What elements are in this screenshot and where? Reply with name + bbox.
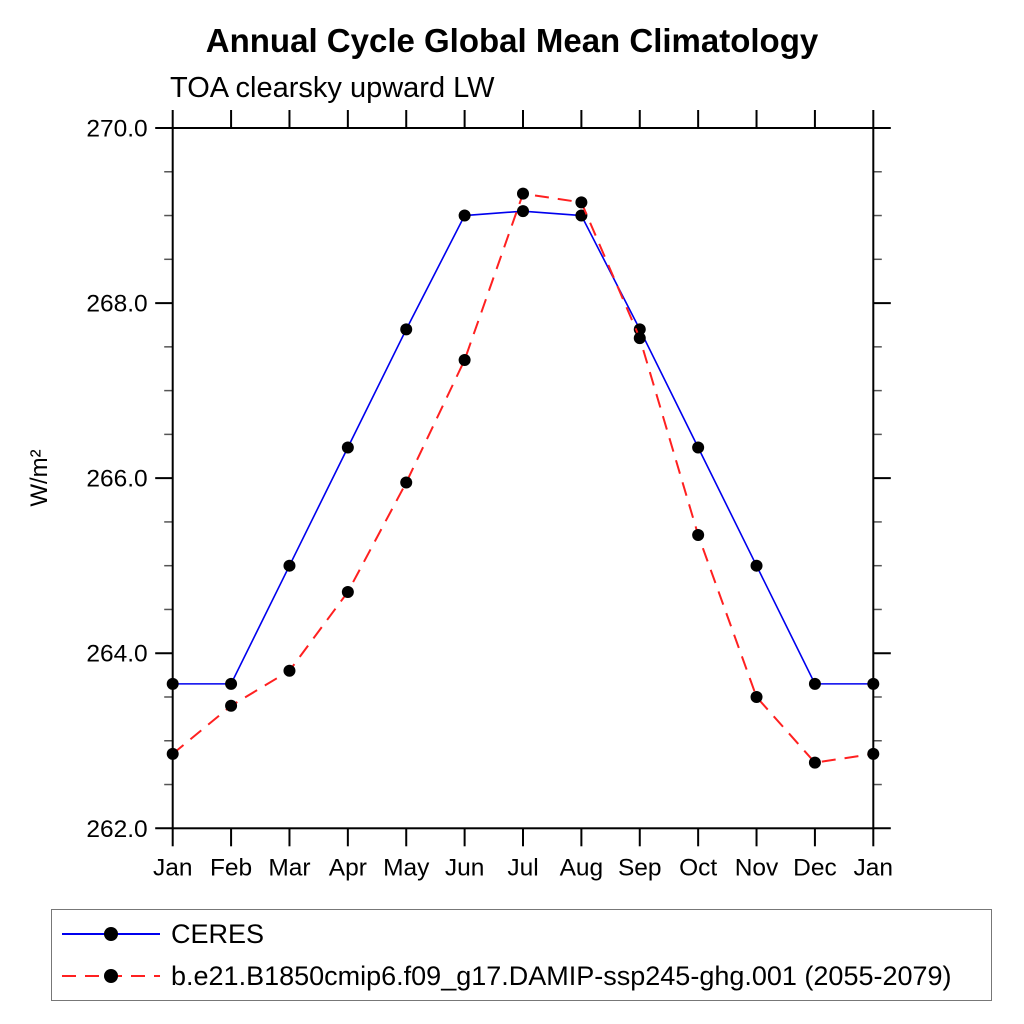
data-point-marker	[283, 664, 296, 677]
plot-frame	[171, 127, 875, 830]
x-axis-tick-label: Feb	[210, 854, 252, 881]
legend-swatch-dashed-line	[62, 969, 160, 983]
data-point-marker	[458, 209, 471, 222]
legend-entry-ceres: CERES	[58, 917, 991, 951]
data-point-marker	[458, 353, 471, 366]
legend-marker-dot	[104, 969, 118, 983]
legend-label-model: b.e21.B1850cmip6.f09_g17.DAMIP-ssp245-gh…	[171, 960, 952, 991]
data-point-marker	[225, 677, 238, 690]
y-axis-tick-label: 262.0	[86, 816, 147, 843]
x-axis-tick-label: Sep	[618, 854, 662, 881]
x-axis-tick-label: Aug	[560, 854, 604, 881]
series-line-1	[172, 192, 874, 764]
data-point-marker	[867, 677, 880, 690]
data-point-marker	[400, 476, 413, 489]
data-point-marker	[692, 441, 705, 454]
series-line-0	[172, 210, 874, 685]
legend-swatch-solid-line	[62, 927, 160, 941]
x-axis-tick-label: Apr	[329, 854, 367, 881]
y-axis-tick-label: 264.0	[86, 641, 147, 668]
legend-label-ceres: CERES	[171, 918, 265, 949]
data-point-marker	[341, 585, 354, 598]
data-point-marker	[808, 677, 821, 690]
data-point-marker	[692, 529, 705, 542]
x-axis-tick-label: Nov	[735, 854, 779, 881]
x-axis-tick-label: Oct	[679, 854, 717, 881]
data-point-marker	[750, 559, 763, 572]
data-point-marker	[283, 559, 296, 572]
x-axis-tick-label: Dec	[793, 854, 837, 881]
y-axis-tick-label: 268.0	[86, 291, 147, 318]
data-point-marker	[517, 187, 529, 200]
legend-entry-model: b.e21.B1850cmip6.f09_g17.DAMIP-ssp245-gh…	[58, 959, 991, 993]
x-axis-tick-label: Jan	[854, 854, 894, 881]
x-axis-tick-label: May	[383, 854, 430, 881]
data-point-marker	[225, 699, 238, 712]
data-point-marker	[750, 690, 763, 703]
chart-title: Annual Cycle Global Mean Climatology	[205, 22, 819, 59]
y-axis-tick-label: 270.0	[86, 116, 147, 143]
x-axis-tick-label: Mar	[268, 854, 310, 881]
x-axis-tick-label: Jan	[153, 854, 193, 881]
data-point-marker	[867, 747, 880, 760]
data-point-marker	[400, 323, 413, 336]
chart-subtitle: TOA clearsky upward LW	[170, 72, 495, 104]
data-point-marker	[517, 205, 529, 218]
data-point-marker	[633, 332, 646, 345]
data-point-marker	[575, 209, 588, 222]
data-point-marker	[166, 677, 179, 690]
y-axis-tick-label: 266.0	[86, 466, 147, 493]
data-point-marker	[808, 756, 821, 769]
data-point-marker	[166, 747, 179, 760]
data-point-marker	[575, 196, 588, 209]
legend-marker-dot	[104, 927, 118, 941]
x-axis-tick-label: Jul	[507, 854, 538, 881]
data-point-marker	[341, 441, 354, 454]
legend: CERES b.e21.B1850cmip6.f09_g17.DAMIP-ssp…	[51, 909, 992, 1001]
x-axis-tick-label: Jun	[445, 854, 485, 881]
